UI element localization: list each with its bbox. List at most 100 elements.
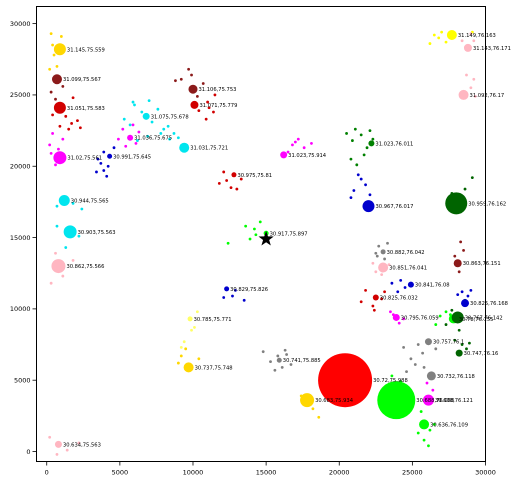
data-point (355, 163, 359, 167)
data-point (51, 113, 54, 117)
cluster-center (127, 134, 134, 141)
cluster-7 (48, 435, 81, 456)
data-point (112, 146, 116, 150)
y-tick-label: 10000 (10, 305, 31, 313)
data-point (222, 296, 226, 299)
cluster-label: 30.991,75.645 (113, 154, 151, 160)
data-point (102, 169, 106, 172)
data-point (95, 170, 98, 174)
cluster-label: 30.747,76.16 (464, 351, 499, 357)
data-point (460, 343, 464, 346)
cluster-label: 30.967,76.017 (375, 204, 413, 210)
data-point (450, 308, 454, 312)
data-point (470, 176, 474, 180)
cluster-label: 30.636,76.109 (430, 422, 468, 428)
data-point (122, 117, 126, 121)
data-point (212, 110, 215, 114)
data-point (352, 189, 356, 192)
x-axis: 0 5000 10000 15000 20000 25000 30000 (45, 461, 496, 477)
data-point (146, 134, 150, 138)
data-point (387, 263, 391, 267)
data-point (190, 328, 193, 332)
data-point (59, 35, 63, 38)
cluster-center (58, 194, 70, 206)
cluster-18 (226, 220, 262, 245)
data-point (71, 258, 75, 262)
data-point (70, 122, 74, 125)
cluster-16 (345, 127, 375, 167)
data-point (61, 137, 65, 141)
data-point (207, 106, 211, 110)
data-point (364, 288, 367, 292)
cluster-label: 31.051,75.583 (67, 106, 105, 112)
x-tick-label: 20000 (329, 469, 350, 477)
data-point (54, 251, 57, 255)
data-point (345, 132, 348, 135)
data-point (48, 143, 52, 147)
data-point (437, 36, 441, 40)
data-point (182, 340, 186, 344)
data-point (374, 270, 378, 274)
cluster-42 (428, 30, 474, 45)
cluster-center (190, 100, 199, 109)
data-point (289, 363, 293, 366)
data-point (58, 124, 62, 128)
cluster-center (51, 74, 62, 85)
data-point (368, 193, 372, 197)
data-point (172, 132, 176, 135)
data-point (217, 181, 221, 185)
data-point (377, 244, 381, 248)
data-point (456, 293, 460, 297)
data-point (64, 114, 68, 118)
data-point (162, 127, 166, 131)
x-tick-label: 0 (45, 469, 49, 477)
cluster-center (377, 381, 416, 420)
cluster-center (53, 43, 66, 56)
data-point (283, 348, 287, 352)
cluster-label: 30.732,76.118 (437, 374, 475, 380)
y-tick-label: 5000 (14, 376, 31, 384)
cluster-center (445, 192, 468, 215)
data-point (463, 187, 467, 191)
data-point (460, 39, 464, 43)
cluster-center (51, 259, 66, 274)
cluster-35 (434, 310, 452, 326)
data-point (179, 345, 183, 349)
data-point (231, 294, 234, 298)
data-point (372, 308, 376, 312)
data-point (195, 94, 199, 98)
data-point (213, 93, 217, 97)
data-point (428, 42, 432, 45)
cluster-center (53, 151, 67, 165)
data-point (242, 298, 246, 302)
data-point (195, 310, 199, 314)
data-point (383, 290, 386, 294)
data-point (78, 126, 82, 130)
cluster-label: 30.944,75.565 (71, 198, 109, 204)
data-point (365, 146, 369, 150)
cluster-21 (390, 278, 407, 294)
data-point (469, 86, 473, 90)
data-point (102, 150, 106, 154)
x-tick-label: 25000 (402, 469, 423, 477)
data-point (469, 288, 473, 292)
cluster-label: 30.698,76.121 (435, 398, 473, 404)
data-point (261, 350, 265, 354)
y-tick-label: 30000 (10, 20, 31, 28)
cluster-label: 30.825,76.032 (380, 295, 418, 301)
cluster-center (463, 43, 472, 52)
data-point (386, 241, 389, 245)
cluster-label: 30.863,76.151 (463, 261, 501, 267)
data-point (131, 100, 135, 104)
reference-star (258, 230, 274, 246)
cluster-label: 31.02,75.561 (67, 156, 102, 162)
data-point (349, 196, 353, 200)
data-point (49, 152, 53, 155)
data-point (359, 177, 363, 181)
y-axis: 0 5000 10000 15000 20000 25000 30000 (10, 20, 37, 456)
data-point (105, 174, 109, 178)
data-point (413, 363, 417, 366)
data-point (222, 170, 226, 174)
data-point (362, 153, 366, 157)
cluster-label: 31.036,75.675 (134, 136, 172, 142)
